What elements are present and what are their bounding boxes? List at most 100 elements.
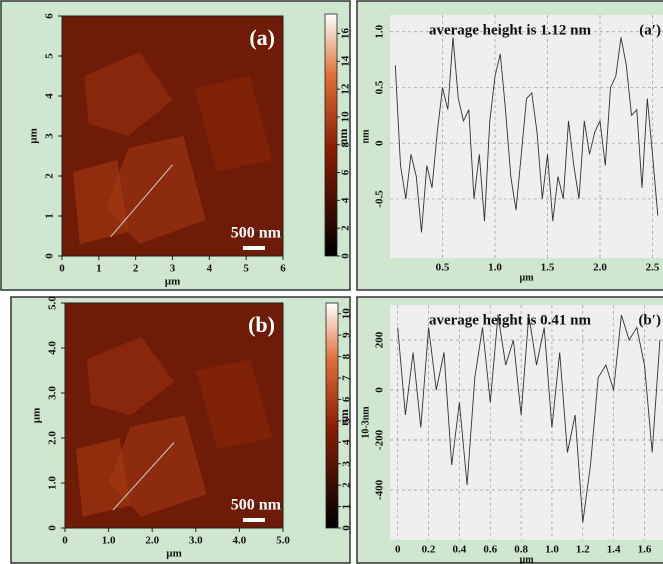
flake — [86, 336, 174, 416]
annotation: average height is 1.12 nm — [429, 22, 592, 38]
colorbar-tick-label: 14 — [340, 55, 352, 66]
colorbar-tick-label: 6 — [341, 396, 353, 402]
flake — [73, 160, 129, 244]
x-tick-label: 0 — [59, 263, 65, 275]
x-tick-label: 1.0 — [545, 544, 559, 556]
profile-line — [397, 314, 661, 523]
y-tick-label: 0 — [44, 253, 56, 259]
x-tick-label: 6 — [280, 263, 286, 275]
y-tick-label: -400 — [374, 479, 386, 500]
colorbar-label: nm — [336, 129, 350, 146]
colorbar-tick-label: 6 — [340, 169, 352, 175]
y-tick-label: 1.0 — [47, 476, 59, 490]
y-tick-label: 4.0 — [47, 341, 59, 355]
colorbar-tick-label: 0 — [340, 253, 352, 259]
y-axis-label: nm — [360, 129, 371, 144]
panel-label: (b′) — [638, 312, 661, 328]
x-tick-label: 3 — [170, 263, 176, 275]
profile-line — [394, 37, 659, 233]
y-tick-label: 0 — [374, 387, 386, 393]
x-axis-label: µm — [519, 272, 534, 283]
x-tick-label: 5.0 — [276, 535, 290, 547]
y-tick-label: 6 — [44, 13, 56, 19]
colorbar-tick-label: 8 — [340, 141, 352, 147]
colorbar-tick-label: 8 — [341, 353, 353, 359]
y-tick-label: 1 — [44, 213, 56, 219]
y-tick-label: 0.5 — [374, 80, 386, 94]
plot-area — [390, 15, 663, 258]
y-axis-label: µm — [31, 408, 43, 424]
colorbar-tick-label: 9 — [341, 332, 353, 338]
flake — [84, 52, 173, 136]
colorbar-tick-label: 10 — [341, 308, 353, 320]
x-axis-label: µm — [165, 276, 181, 288]
colorbar-tick-label: 1 — [341, 504, 353, 510]
scale-bar-label: 500 nm — [231, 225, 282, 242]
colorbar-label: nm — [337, 409, 351, 426]
colorbar-tick-label: 2 — [341, 482, 353, 488]
x-tick-label: 0.8 — [514, 544, 528, 556]
flake — [106, 136, 206, 244]
colorbar-tick-label: 0 — [341, 525, 353, 531]
y-axis-label: 10-3nm — [360, 406, 371, 439]
x-tick-label: 0 — [395, 544, 401, 556]
y-axis-label: µm — [28, 128, 40, 144]
y-tick-label: 3.0 — [47, 386, 59, 400]
colorbar-tick-label: 3 — [341, 460, 353, 466]
colorbar-tick-label: 12 — [340, 83, 352, 95]
y-tick-label: 4 — [44, 93, 56, 99]
y-tick-label: -200 — [374, 429, 386, 450]
flake — [108, 415, 207, 517]
y-tick-label: 5.0 — [47, 296, 59, 310]
colorbar-tick-label: 4 — [340, 197, 352, 203]
colorbar-tick-label: 7 — [341, 375, 353, 381]
x-tick-label: 1 — [96, 263, 102, 275]
y-tick-label: 200 — [374, 331, 386, 348]
x-tick-label: 0.4 — [453, 544, 467, 556]
x-tick-label: 5 — [243, 263, 249, 275]
annotation: average height is 0.41 nm — [429, 312, 592, 328]
panel-label: (a) — [249, 25, 275, 50]
scale-bar-label: 500 nm — [231, 497, 282, 514]
y-tick-label: 2 — [44, 173, 56, 179]
x-tick-label: 4.0 — [233, 535, 247, 547]
flake — [194, 76, 272, 172]
colorbar-tick-label: 2 — [340, 225, 352, 231]
y-tick-label: 2.0 — [47, 431, 59, 445]
scale-bar — [243, 246, 265, 250]
colorbar-tick-label: 4 — [341, 439, 353, 445]
scale-bar — [243, 518, 265, 522]
x-tick-label: 3.0 — [189, 535, 203, 547]
y-tick-label: 3 — [44, 133, 56, 139]
y-tick-label: 0 — [374, 140, 386, 146]
colorbar — [325, 302, 339, 529]
panel-label: (a′) — [639, 22, 661, 38]
x-axis-label: µm — [166, 548, 182, 560]
x-tick-label: 2.0 — [145, 535, 159, 547]
colorbar — [324, 13, 338, 257]
x-tick-label: 0.5 — [436, 262, 450, 274]
profile-line — [112, 442, 175, 511]
flake — [195, 359, 273, 450]
x-tick-label: 0.2 — [422, 544, 436, 556]
x-tick-label: 2.5 — [646, 262, 660, 274]
panel-label: (b) — [248, 312, 275, 337]
x-tick-label: 1.5 — [541, 262, 555, 274]
x-tick-label: 1.0 — [488, 262, 502, 274]
y-tick-label: 1.0 — [374, 24, 386, 38]
colorbar-tick-label: 5 — [341, 418, 353, 424]
y-tick-label: -0.5 — [374, 190, 386, 208]
image-frame — [64, 302, 284, 529]
colorbar-tick-label: 16 — [340, 27, 352, 39]
profile-line — [110, 164, 173, 238]
x-tick-label: 1.0 — [102, 535, 116, 547]
x-tick-label: 1.2 — [576, 544, 590, 556]
x-tick-label: 0.6 — [483, 544, 497, 556]
x-tick-label: 4 — [207, 263, 213, 275]
x-tick-label: 0 — [62, 535, 68, 547]
flake — [75, 438, 131, 517]
x-tick-label: 2.0 — [593, 262, 607, 274]
x-tick-label: 1.6 — [638, 544, 652, 556]
y-tick-label: 5 — [44, 53, 56, 59]
